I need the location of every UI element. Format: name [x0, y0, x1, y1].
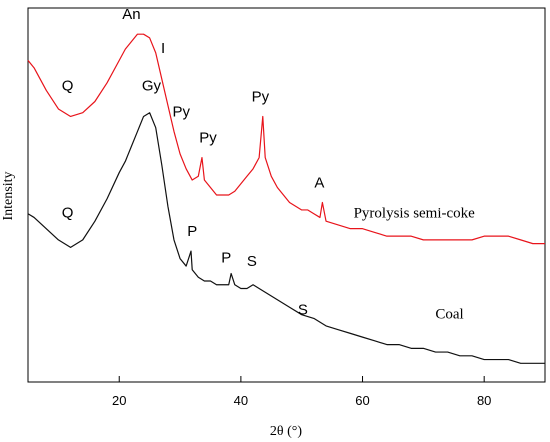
peak-label-6: A: [314, 175, 324, 192]
peak-label-8: Q: [62, 204, 74, 221]
x-tick-label-60: 60: [355, 393, 369, 408]
x-tick-label-80: 80: [477, 393, 491, 408]
peak-label-7: Gy: [142, 77, 162, 94]
x-tick-label-20: 20: [112, 393, 126, 408]
y-axis-title: Intensity: [1, 172, 16, 221]
series-layer: [27, 33, 545, 364]
peak-label-3: Py: [173, 103, 191, 120]
peak-label-4: Py: [199, 130, 217, 147]
peak-label-0: An: [122, 6, 140, 23]
series-line-pyrolysis-semi-coke: [27, 33, 545, 245]
peak-label-5: Py: [252, 89, 270, 106]
series-label-0: Pyrolysis semi-coke: [354, 205, 476, 221]
peak-label-2: Q: [62, 77, 74, 94]
peak-label-1: I: [161, 40, 165, 57]
peak-label-9: P: [187, 223, 197, 240]
x-tick-label-40: 40: [234, 393, 248, 408]
series-line-coal: [27, 112, 545, 364]
plot-frame: [27, 7, 546, 383]
peak-label-12: S: [298, 302, 308, 319]
series-label-1: Coal: [435, 306, 463, 322]
x-ticks: 20 40 60 80: [112, 376, 491, 408]
peak-label-11: S: [247, 253, 257, 270]
x-axis-title: 2θ (°): [270, 424, 302, 439]
peak-label-10: P: [221, 249, 231, 266]
